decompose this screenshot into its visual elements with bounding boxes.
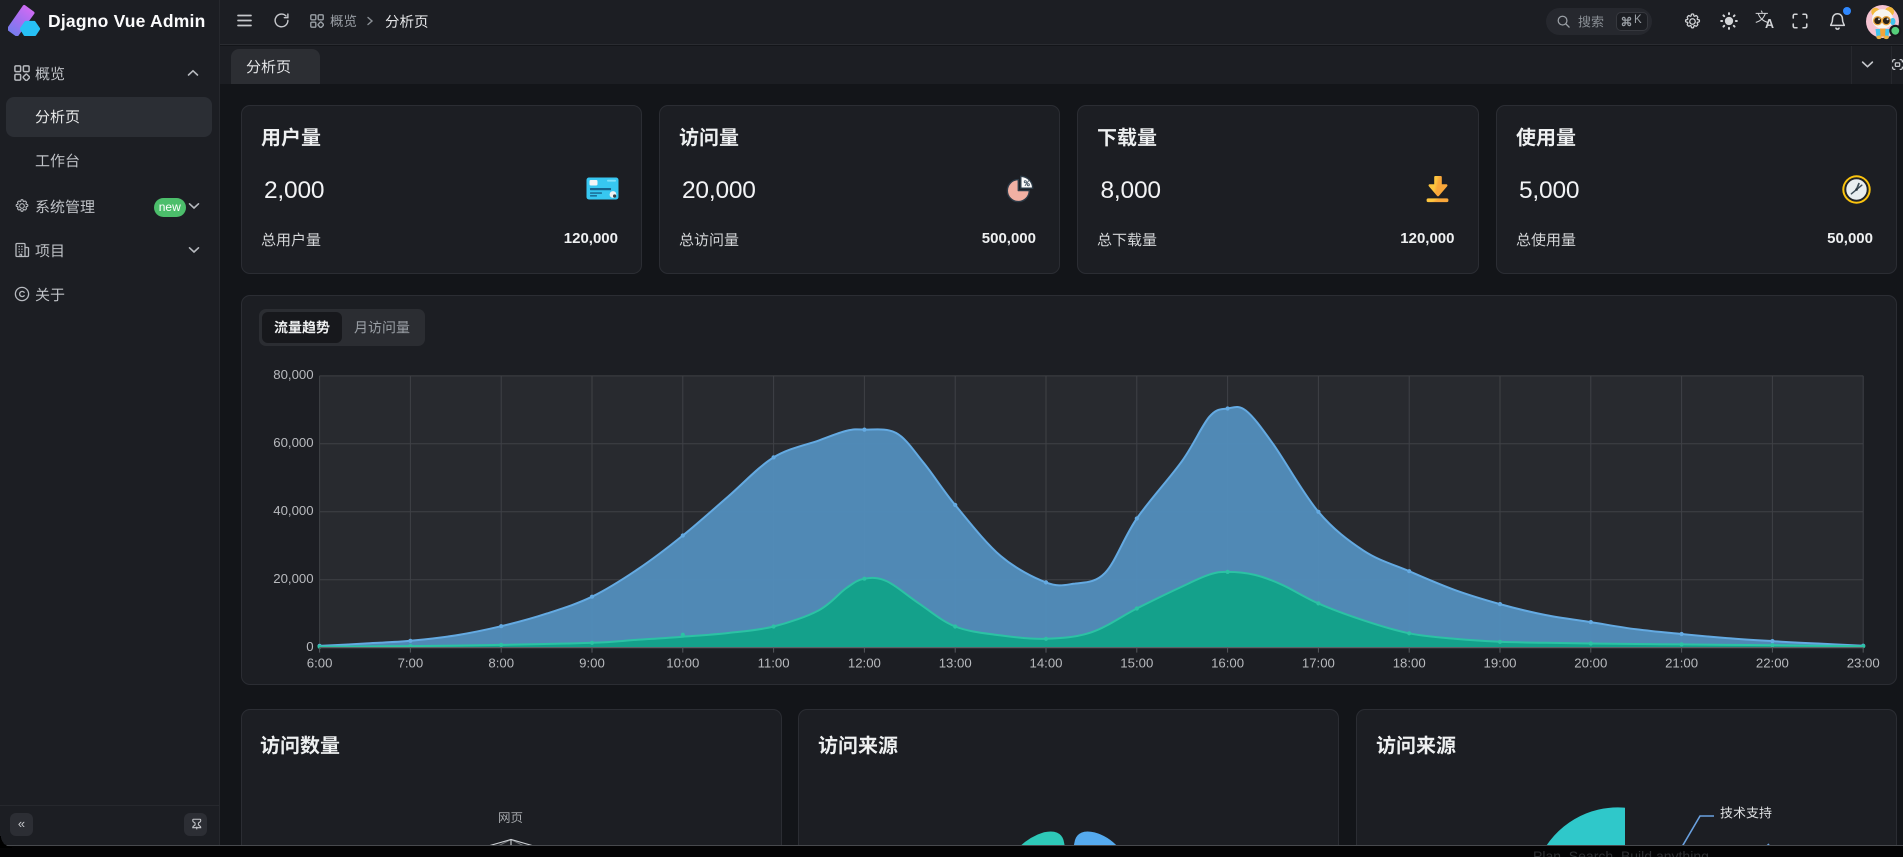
svg-text:6:00: 6:00 [307,656,333,671]
svg-text:7:00: 7:00 [398,656,424,671]
svg-text:22:00: 22:00 [1756,656,1789,671]
svg-text:20,000: 20,000 [273,571,313,586]
svg-text:20:00: 20:00 [1574,656,1607,671]
svg-text:16:00: 16:00 [1211,656,1244,671]
svg-text:14:00: 14:00 [1029,656,1062,671]
svg-text:0: 0 [306,639,313,654]
svg-text:13:00: 13:00 [939,656,972,671]
svg-text:40,000: 40,000 [273,503,313,518]
svg-text:23:00: 23:00 [1847,656,1880,671]
svg-text:19:00: 19:00 [1483,656,1516,671]
svg-text:12:00: 12:00 [848,656,881,671]
svg-text:10:00: 10:00 [666,656,699,671]
svg-text:9:00: 9:00 [579,656,605,671]
svg-text:8:00: 8:00 [488,656,514,671]
svg-text:17:00: 17:00 [1302,656,1335,671]
svg-text:80,000: 80,000 [273,367,313,382]
svg-text:11:00: 11:00 [758,656,790,671]
svg-text:21:00: 21:00 [1665,656,1698,671]
svg-text:15:00: 15:00 [1120,656,1153,671]
svg-text:60,000: 60,000 [273,435,313,450]
svg-text:18:00: 18:00 [1393,656,1426,671]
